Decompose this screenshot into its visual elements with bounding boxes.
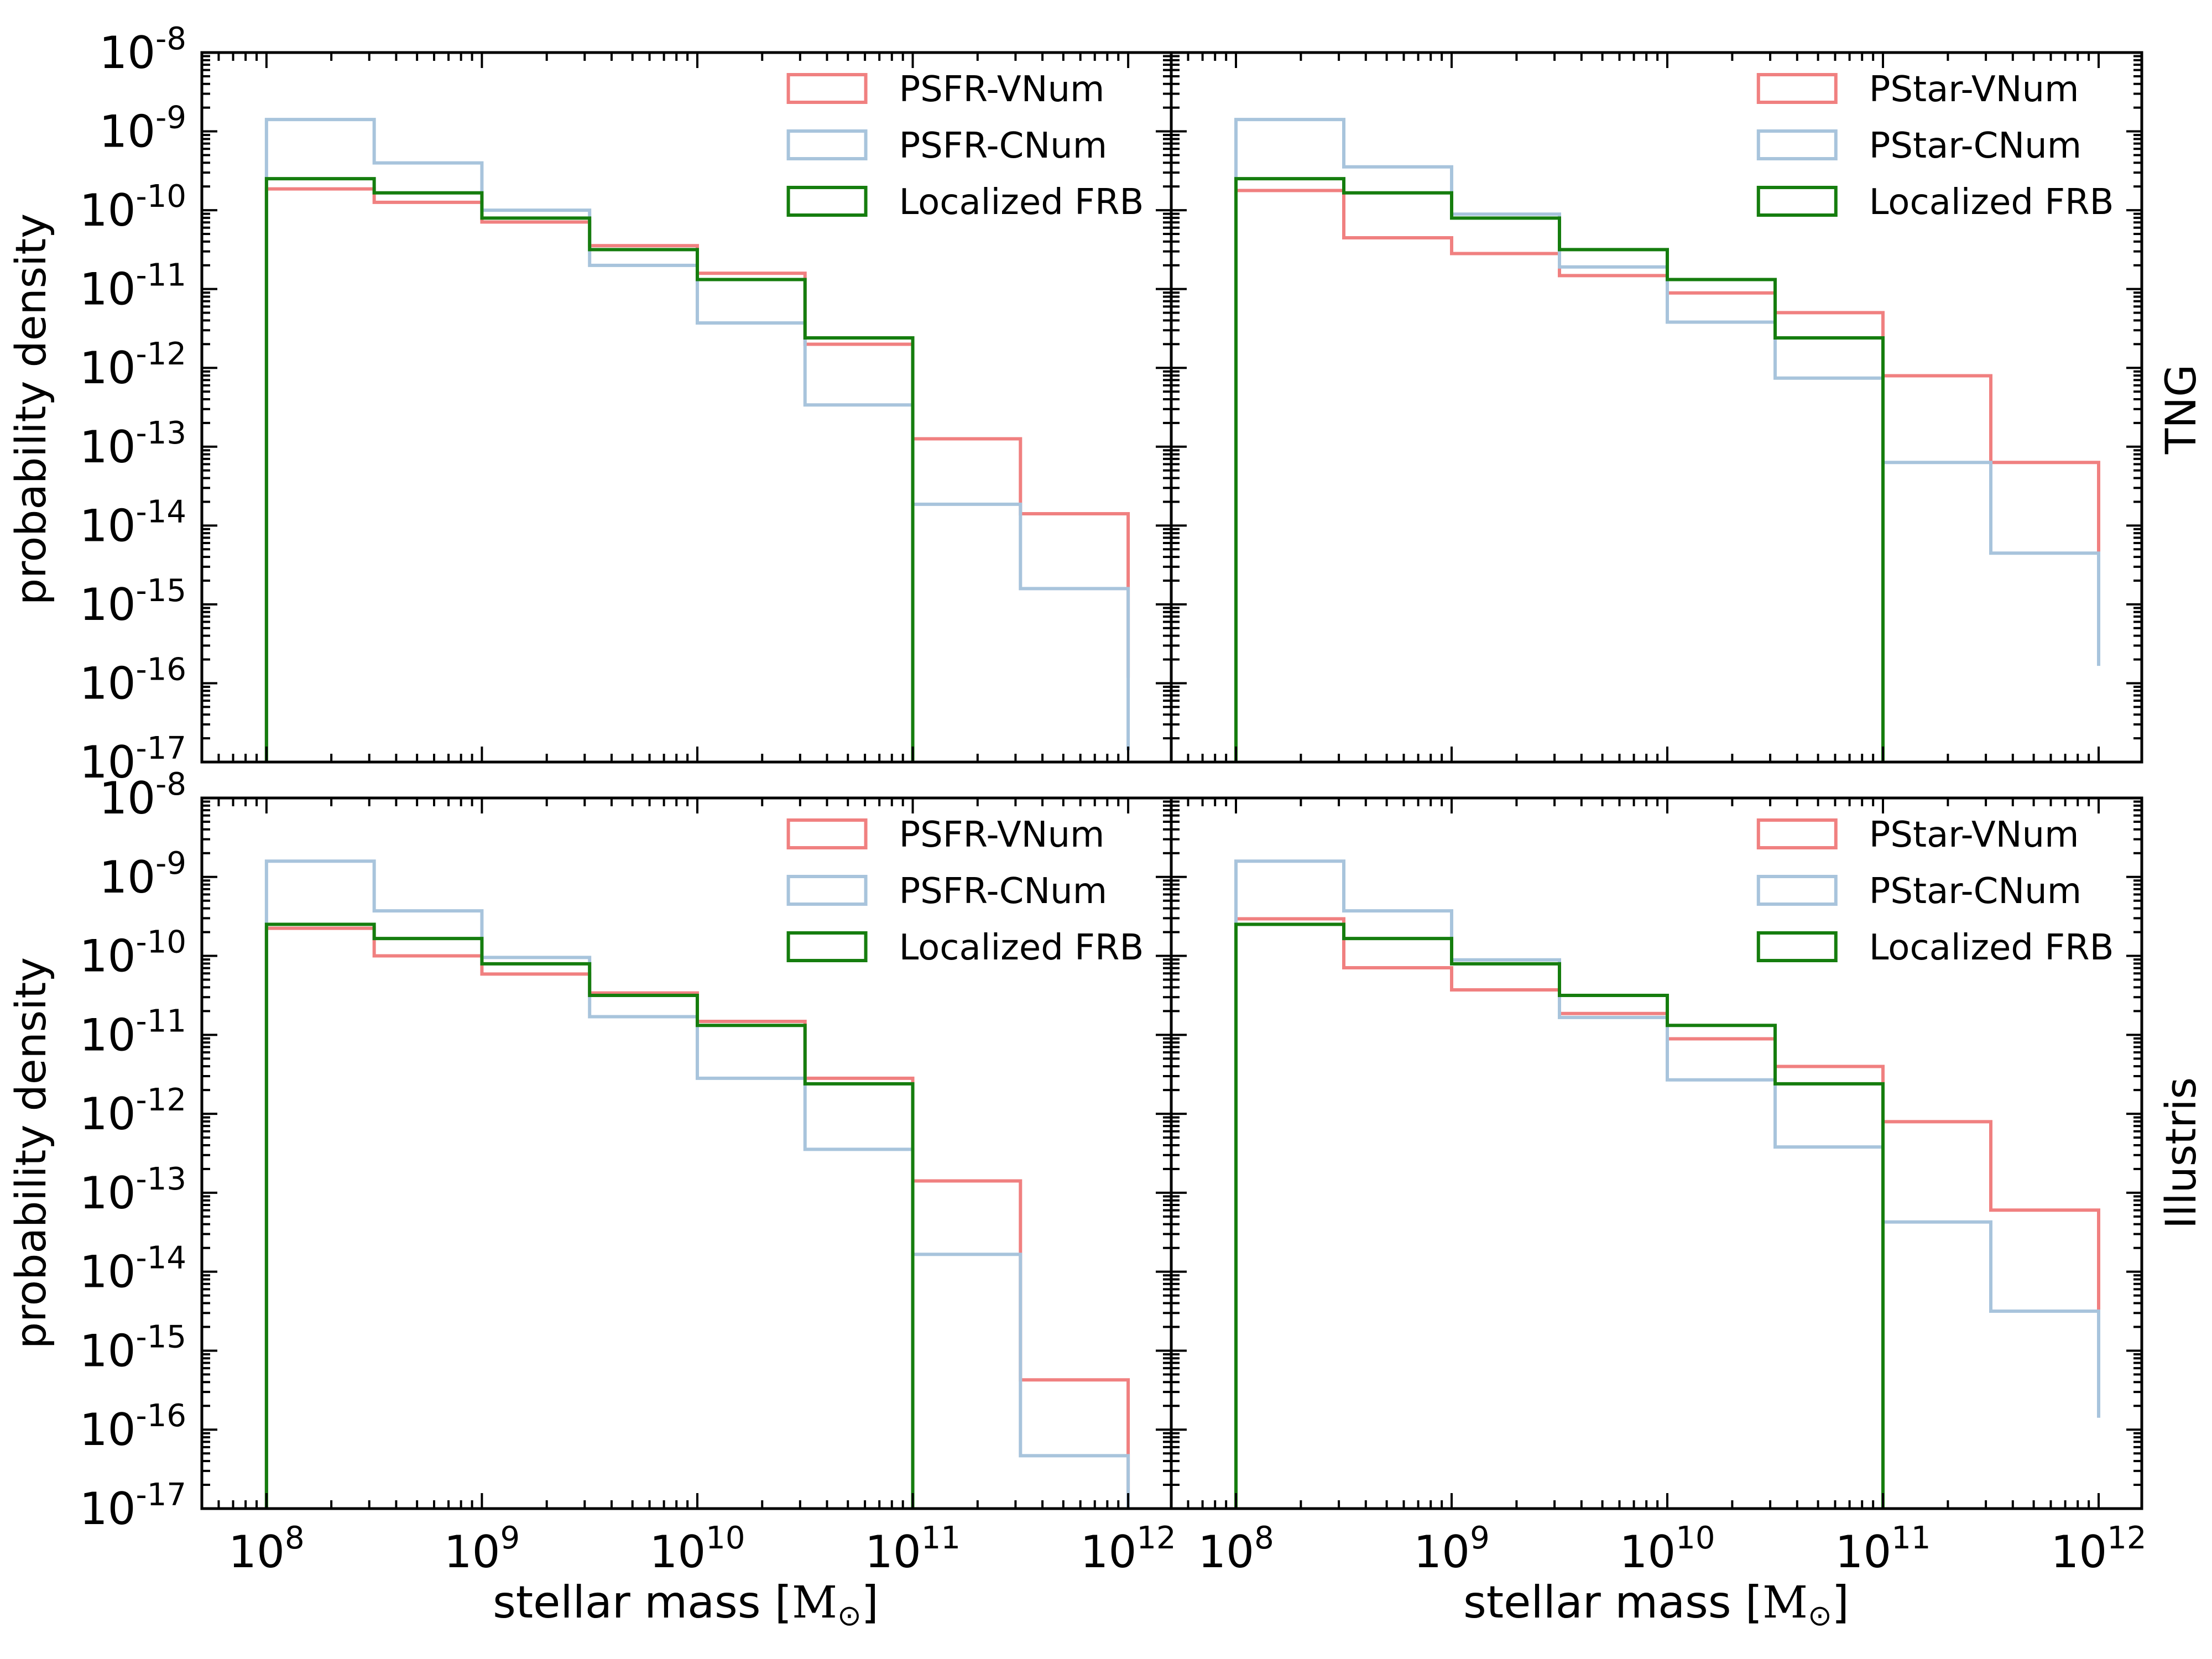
- y-axis-label-top: probability density: [6, 213, 55, 605]
- x-tick-label: 1012: [2051, 1520, 2146, 1578]
- legend-label: PSFR-VNum: [899, 69, 1105, 110]
- y-axis-label-bottom: probability density: [6, 957, 55, 1349]
- legend-swatch: [786, 931, 868, 962]
- y-tick-label: 10-12: [80, 336, 186, 394]
- chart-panel-1: 10-8 10-9 10-10 10-11 10-12 10-13 10-14 10-15 10…: [80, 21, 1173, 788]
- legend-label: PSFR-VNum: [899, 815, 1105, 855]
- legend-label: Localized FRB: [1869, 182, 2114, 223]
- series-localized-frb-line: [1234, 177, 1885, 762]
- y-tick-label: 10-11: [80, 258, 186, 315]
- legend-swatch: [786, 129, 868, 160]
- y-tick-label: 10-15: [80, 573, 186, 630]
- y-tick-label: 10-14: [80, 1240, 186, 1298]
- x-tick-label: 109: [1413, 1520, 1489, 1578]
- y-tick-label: 10-12: [80, 1082, 186, 1140]
- x-tick-label: 1010: [1619, 1520, 1715, 1578]
- x-tick-label: 108: [1198, 1520, 1274, 1578]
- chart-panel-2: PStar-VNum PStar-CNum Localized FRB: [1170, 51, 2143, 764]
- y-tick-label: 10-8: [99, 21, 186, 79]
- y-tick-label: 10-10: [80, 179, 186, 236]
- series-localized-frb-line: [264, 922, 915, 1509]
- series-psfr-cnum-line: [264, 859, 1130, 1509]
- legend-swatch: [1756, 931, 1838, 962]
- legend-swatch: [1756, 73, 1838, 104]
- y-tick-label: 10-8: [99, 766, 186, 824]
- y-tick-label: 10-17: [80, 1477, 186, 1535]
- row-label-tng: TNG: [2156, 364, 2205, 455]
- x-axis-label-left: stellar mass [M⊙]: [493, 1577, 879, 1632]
- x-axis-label-right: stellar mass [M⊙]: [1463, 1577, 1849, 1632]
- y-tick-label: 10-9: [99, 100, 186, 158]
- y-tick-label: 10-9: [99, 846, 186, 903]
- row-label-illustris: Illustris: [2156, 1077, 2205, 1229]
- legend-label: Localized FRB: [1869, 927, 2114, 968]
- x-tick-label: 108: [228, 1520, 304, 1578]
- legend-label: PStar-VNum: [1869, 815, 2079, 855]
- y-tick-label: 10-17: [80, 731, 186, 788]
- legend-swatch: [1756, 875, 1838, 906]
- legend-label: PStar-CNum: [1869, 126, 2081, 166]
- y-tick-label: 10-14: [80, 494, 186, 551]
- legend-swatch: [786, 875, 868, 906]
- x-tick-label: 1010: [649, 1520, 745, 1578]
- y-tick-label: 10-13: [80, 415, 186, 473]
- legend-label: PStar-CNum: [1869, 871, 2081, 912]
- legend-label: PStar-VNum: [1869, 69, 2079, 110]
- chart-panel-4: 108 109 1010 1011 1012 PStar-VNum PStar-CNum Lo…: [1170, 796, 2147, 1578]
- y-tick-label: 10-16: [80, 651, 186, 709]
- legend-label: Localized FRB: [899, 927, 1144, 968]
- legend-swatch: [786, 818, 868, 849]
- series-psfr-cnum-line: [264, 118, 1130, 762]
- x-tick-label: 1011: [865, 1520, 961, 1578]
- x-tick-label: 1012: [1081, 1520, 1176, 1578]
- y-tick-label: 10-16: [80, 1398, 186, 1455]
- legend-swatch: [786, 73, 868, 104]
- legend-swatch: [1756, 818, 1838, 849]
- x-tick-label: 1011: [1835, 1520, 1931, 1578]
- series-localized-frb-line: [1234, 922, 1885, 1509]
- legend-swatch: [786, 186, 868, 217]
- series-pstar-cnum-line: [1234, 859, 2100, 1509]
- legend-label: Localized FRB: [899, 182, 1144, 223]
- series-localized-frb-line: [264, 177, 915, 762]
- y-tick-label: 10-13: [80, 1161, 186, 1219]
- legend-swatch: [1756, 186, 1838, 217]
- legend-label: PSFR-CNum: [899, 126, 1107, 166]
- y-tick-label: 10-10: [80, 925, 186, 982]
- y-tick-label: 10-15: [80, 1319, 186, 1376]
- x-tick-label: 109: [444, 1520, 520, 1578]
- y-tick-label: 10-11: [80, 1003, 186, 1061]
- legend-label: PSFR-CNum: [899, 871, 1107, 912]
- legend-swatch: [1756, 129, 1838, 160]
- panels-group: 10-8 10-9 10-10 10-11 10-12 10-13 10-14 10-15 10…: [80, 21, 2147, 1578]
- chart-panel-3: 10-8 10-9 10-10 10-11 10-12 10-13 10-14 10-15 10…: [80, 766, 1176, 1578]
- series-pstar-cnum-line: [1234, 118, 2100, 762]
